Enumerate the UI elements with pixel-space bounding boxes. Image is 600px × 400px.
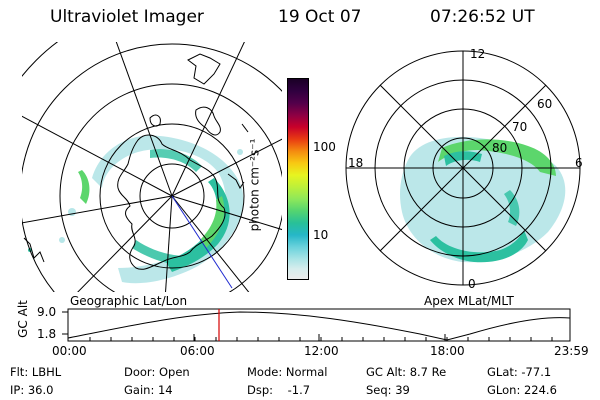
geo-lat-circles (22, 42, 282, 292)
timeline-tick-3: 18:00 (430, 344, 465, 358)
info-glat: GLat: -77.1 (487, 365, 552, 379)
info-gcalt: GC Alt: 8.7 Re (366, 365, 447, 379)
info-gain: Gain: 14 (124, 383, 173, 397)
info-mode: Mode: Normal (247, 365, 328, 379)
info-dsp: Dsp: -1.7 (247, 383, 311, 397)
apex-mlt-lines (346, 51, 580, 285)
intensity-colorbar (287, 78, 309, 280)
timeline-tick-1: 06:00 (180, 344, 215, 358)
timeline-ticks (62, 311, 553, 341)
timeline-tick-2: 12:00 (304, 344, 339, 358)
timeline-tick-4: 23:59 (554, 344, 589, 358)
geo-aurora (28, 135, 244, 284)
info-seq: Seq: 39 (366, 383, 410, 397)
apex-aurora (400, 136, 566, 263)
apex-plot (345, 50, 581, 286)
apex-plot-label: Apex MLat/MLT (424, 294, 514, 308)
timeline-tick-0: 00:00 (52, 344, 87, 358)
info-flt: Flt: LBHL (10, 365, 62, 379)
info-door: Door: Open (124, 365, 190, 379)
colorbar-tick-10: 10 (313, 228, 329, 242)
geo-meridians (22, 42, 282, 292)
mlt-label-0: 0 (468, 277, 476, 291)
lat-label-70: 70 (512, 120, 528, 134)
colorbar-unit-label: photon cm⁻²s⁻¹ (247, 138, 262, 232)
lat-label-80: 80 (492, 141, 508, 155)
lat-label-60: 60 (537, 97, 553, 111)
colorbar-tick-100: 100 (313, 140, 336, 154)
date-label: 19 Oct 07 (278, 7, 362, 27)
timeline-y-title: GC Alt (15, 300, 30, 338)
gc-altitude-curve (67, 311, 571, 341)
mlt-label-12: 12 (470, 47, 486, 61)
info-ip: IP: 36.0 (10, 383, 54, 397)
geo-plot-label: Geographic Lat/Lon (70, 294, 188, 308)
timeline-y-max: 9.0 (37, 305, 57, 319)
mlt-label-18: 18 (348, 156, 364, 170)
timeline-plot (62, 308, 571, 342)
info-glon: GLon: 224.6 (487, 383, 557, 397)
time-label: 07:26:52 UT (430, 7, 535, 27)
geo-coastlines (23, 53, 249, 270)
timeline-y-min: 1.8 (37, 327, 57, 341)
geographic-map (22, 42, 282, 292)
mlt-label-6: 6 (575, 156, 583, 170)
app-title: Ultraviolet Imager (50, 7, 204, 27)
